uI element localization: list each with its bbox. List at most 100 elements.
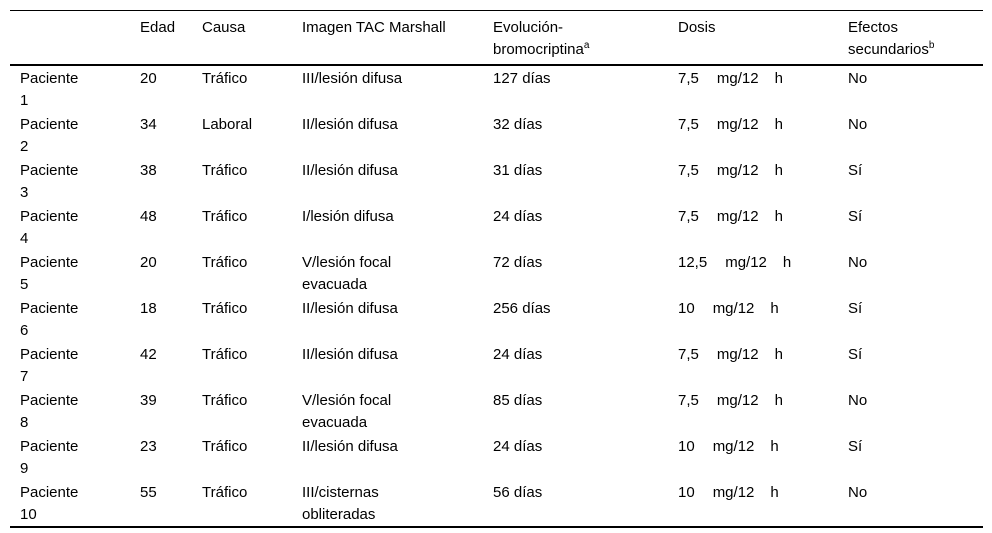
header-efectos-secundarios: Efectos secundariosb [848, 11, 983, 65]
efectos-cell: Sí [848, 161, 863, 179]
efectos-cell: No [848, 69, 868, 87]
efectos-cell: Sí [848, 437, 863, 455]
dosis-cell: 10 mg/12 h [678, 434, 848, 480]
dosis-unidad: mg/12 [712, 483, 755, 501]
dosis-valor: 10 [678, 437, 695, 455]
efectos-cell: No [848, 391, 868, 409]
imagen-tac-cell: II/lesión difusa [302, 345, 398, 363]
dosis-cell: 12,5 mg/12 h [678, 250, 848, 296]
evolucion-cell: 32 días [493, 115, 543, 133]
causa-cell: Tráfico [202, 483, 248, 501]
table-row: Paciente 10 55 Tráfico III/cisternas obl… [10, 480, 983, 527]
dosis-horas: h [770, 299, 779, 317]
causa-cell: Tráfico [202, 345, 248, 363]
causa-cell: Laboral [202, 115, 253, 133]
dosis-horas: h [774, 391, 783, 409]
edad-cell: 18 [140, 299, 157, 317]
table-body: Paciente 1 20 Tráfico III/lesión difusa … [10, 65, 983, 527]
table-row: Paciente 6 18 Tráfico II/lesión difusa 2… [10, 296, 983, 342]
causa-cell: Tráfico [202, 391, 248, 409]
evolucion-cell: 256 días [493, 299, 551, 317]
header-edad: Edad [140, 19, 176, 36]
efectos-cell: Sí [848, 299, 863, 317]
edad-cell: 39 [140, 391, 157, 409]
patient-label: Paciente 7 [20, 345, 79, 385]
table-header-row: Edad Causa Imagen TAC Marshall Evolución… [10, 11, 983, 65]
dosis-horas: h [770, 483, 779, 501]
evolucion-cell: 72 días [493, 253, 543, 271]
patient-label: Paciente 6 [20, 299, 79, 339]
dosis-unidad: mg/12 [716, 345, 759, 363]
header-causa: Causa [202, 19, 246, 36]
dosis-cell: 7,5 mg/12 h [678, 204, 848, 250]
dosis-horas: h [774, 69, 783, 87]
patients-table: Edad Causa Imagen TAC Marshall Evolución… [10, 10, 983, 528]
edad-cell: 42 [140, 345, 157, 363]
dosis-horas: h [774, 161, 783, 179]
efectos-cell: No [848, 483, 868, 501]
dosis-cell: 7,5 mg/12 h [678, 388, 848, 434]
dosis-horas: h [774, 115, 783, 133]
edad-cell: 20 [140, 253, 157, 271]
dosis-valor: 7,5 [678, 69, 699, 87]
edad-cell: 48 [140, 207, 157, 225]
patient-label: Paciente 2 [20, 115, 79, 155]
dosis-unidad: mg/12 [716, 161, 759, 179]
edad-cell: 20 [140, 69, 157, 87]
dosis-valor: 7,5 [678, 161, 699, 179]
edad-cell: 23 [140, 437, 157, 455]
table-row: Paciente 9 23 Tráfico II/lesión difusa 2… [10, 434, 983, 480]
dosis-cell: 7,5 mg/12 h [678, 158, 848, 204]
evolucion-cell: 56 días [493, 483, 543, 501]
evolucion-cell: 31 días [493, 161, 543, 179]
causa-cell: Tráfico [202, 299, 248, 317]
dosis-cell: 7,5 mg/12 h [678, 112, 848, 158]
causa-cell: Tráfico [202, 437, 248, 455]
header-evolucion-bromocriptina: Evolución-bromocriptinaa [493, 11, 678, 65]
patient-label: Paciente 1 [20, 69, 79, 109]
evolucion-cell: 24 días [493, 437, 543, 455]
header-empty [10, 11, 140, 65]
imagen-tac-cell: II/lesión difusa [302, 115, 398, 133]
imagen-tac-cell: I/lesión difusa [302, 207, 394, 225]
patient-label: Paciente 5 [20, 253, 79, 293]
dosis-unidad: mg/12 [716, 207, 759, 225]
header-imagen-tac-marshall: Imagen TAC Marshall [302, 19, 446, 36]
patient-label: Paciente 10 [20, 483, 79, 523]
edad-cell: 38 [140, 161, 157, 179]
header-efectos-label: Efectos secundarios [848, 19, 929, 58]
causa-cell: Tráfico [202, 253, 248, 271]
table-row: Paciente 2 34 Laboral II/lesión difusa 3… [10, 112, 983, 158]
table-row: Paciente 3 38 Tráfico II/lesión difusa 3… [10, 158, 983, 204]
imagen-tac-cell: II/lesión difusa [302, 161, 398, 179]
causa-cell: Tráfico [202, 161, 248, 179]
table-header: Edad Causa Imagen TAC Marshall Evolución… [10, 11, 983, 65]
table-row: Paciente 5 20 Tráfico V/lesión focal eva… [10, 250, 983, 296]
dosis-cell: 10 mg/12 h [678, 480, 848, 527]
evolucion-cell: 127 días [493, 69, 551, 87]
imagen-tac-cell: II/lesión difusa [302, 437, 398, 455]
dosis-valor: 7,5 [678, 391, 699, 409]
efectos-cell: No [848, 115, 868, 133]
dosis-unidad: mg/12 [716, 69, 759, 87]
table-row: Paciente 7 42 Tráfico II/lesión difusa 2… [10, 342, 983, 388]
patient-label: Paciente 9 [20, 437, 79, 477]
imagen-tac-cell: III/cisternas obliteradas [302, 483, 379, 523]
causa-cell: Tráfico [202, 69, 248, 87]
header-dosis: Dosis [678, 19, 716, 36]
table-row: Paciente 1 20 Tráfico III/lesión difusa … [10, 65, 983, 112]
footnote-marker-a: a [583, 40, 590, 51]
dosis-valor: 7,5 [678, 345, 699, 363]
dosis-horas: h [774, 345, 783, 363]
imagen-tac-cell: III/lesión difusa [302, 69, 403, 87]
patient-label: Paciente 8 [20, 391, 79, 431]
dosis-cell: 10 mg/12 h [678, 296, 848, 342]
imagen-tac-cell: II/lesión difusa [302, 299, 398, 317]
patient-label: Paciente 3 [20, 161, 79, 201]
dosis-horas: h [770, 437, 779, 455]
dosis-unidad: mg/12 [712, 299, 755, 317]
dosis-valor: 7,5 [678, 207, 699, 225]
efectos-cell: Sí [848, 207, 863, 225]
patient-label: Paciente 4 [20, 207, 79, 247]
evolucion-cell: 24 días [493, 207, 543, 225]
